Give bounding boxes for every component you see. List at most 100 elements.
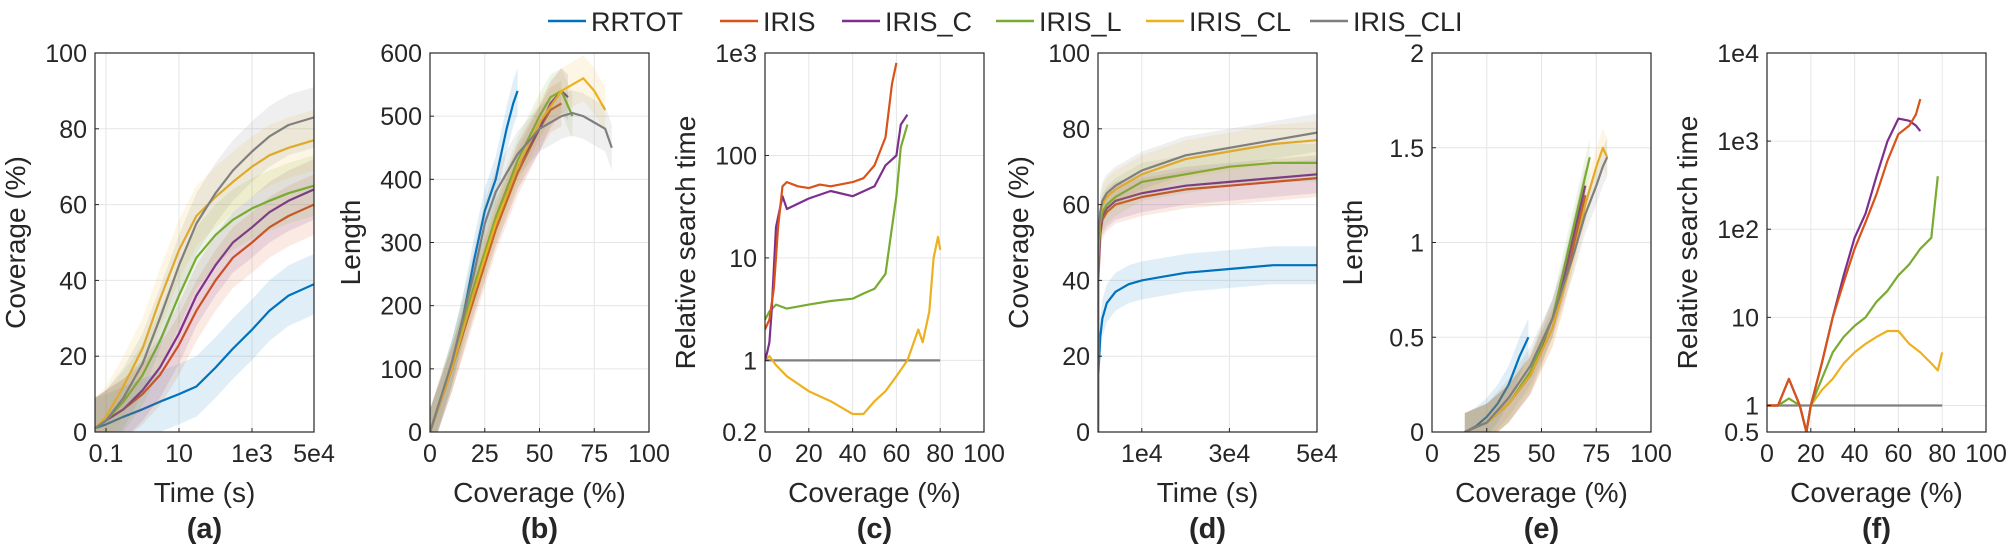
series-line-rrtot xyxy=(95,283,314,430)
x-tick-label: 50 xyxy=(1528,440,1556,468)
y-tick-label: 40 xyxy=(1062,267,1090,295)
x-tick-label: 10 xyxy=(165,440,193,468)
x-tick-label: 0 xyxy=(1425,440,1439,468)
x-axis-label-f: Coverage (%) xyxy=(1790,477,1963,508)
x-tick-label: 20 xyxy=(1797,440,1825,468)
x-tick-label: 5e4 xyxy=(1296,440,1338,468)
band-iris xyxy=(95,174,314,432)
panel-b: 0 25 50 75 100 0 100 200 300 400 500 600 Coverage (%… xyxy=(335,40,670,545)
x-tick-label: 50 xyxy=(526,440,554,468)
x-axis-label-a: Time (s) xyxy=(154,477,256,508)
x-axis-label-c: Coverage (%) xyxy=(788,477,961,508)
series-line-rrtot xyxy=(1098,264,1317,432)
y-tick-label: 0 xyxy=(1076,419,1090,447)
series-line-iris-cl xyxy=(1464,146,1609,432)
y-axis-label-e: Length xyxy=(1337,200,1368,286)
y-tick-label: 0.5 xyxy=(1389,324,1424,352)
legend-label-iris: IRIS xyxy=(763,7,816,37)
y-tick-label: 500 xyxy=(380,103,422,131)
axes-box-c xyxy=(764,52,985,433)
x-tick-label: 60 xyxy=(1884,440,1912,468)
y-tick-label: 600 xyxy=(380,40,422,68)
y-tick-label: 1e4 xyxy=(1717,40,1759,68)
series-line-iris-cli xyxy=(1464,156,1609,432)
y-axis-label-b: Length xyxy=(335,200,366,286)
axes-box-f xyxy=(1766,52,1987,433)
legend-item-iris-c: IRIS_C xyxy=(842,7,972,37)
y-axis-label-c: Relative search time xyxy=(670,116,701,370)
series-line-iris-cl xyxy=(430,77,607,432)
y-tick-label: 0 xyxy=(73,419,87,447)
series-group-f xyxy=(1767,98,1944,432)
series-line-iris xyxy=(765,62,898,330)
y-tick-label: 100 xyxy=(380,356,422,384)
y-tick-label: 400 xyxy=(380,166,422,194)
legend-label-iris-l: IRIS_L xyxy=(1039,7,1122,37)
ticks-c: 0 20 40 60 80 100 0.2 1 10 100 1e3 xyxy=(715,40,1005,468)
y-tick-label: 10 xyxy=(1731,304,1759,332)
y-tick-label: 100 xyxy=(715,142,757,170)
x-tick-label: 5e4 xyxy=(293,440,335,468)
series-group-c xyxy=(765,62,942,416)
band-iris-c xyxy=(430,68,568,432)
band-iris-c xyxy=(95,159,314,432)
x-tick-label: 80 xyxy=(1928,440,1956,468)
x-tick-label: 3e4 xyxy=(1209,440,1251,468)
legend-item-iris-cli: IRIS_CLI xyxy=(1310,7,1463,37)
band-iris-cl xyxy=(1098,121,1317,432)
legend-label-iris-cli: IRIS_CLI xyxy=(1353,7,1463,37)
x-tick-label: 0.1 xyxy=(89,440,124,468)
panel-c: 0 20 40 60 80 100 0.2 1 10 100 1e3 Coverage (%) Rela… xyxy=(670,40,1005,545)
y-tick-label: 80 xyxy=(59,116,87,144)
panel-label-a: (a) xyxy=(187,513,222,545)
y-tick-label: 1 xyxy=(743,347,757,375)
x-axis-label-d: Time (s) xyxy=(1157,477,1259,508)
band-iris-cli xyxy=(1098,113,1317,432)
series-line-iris-cli xyxy=(95,116,314,430)
y-tick-label: 100 xyxy=(1048,40,1090,68)
panel-label-c: (c) xyxy=(857,513,892,545)
x-tick-label: 80 xyxy=(926,440,954,468)
x-tick-label: 75 xyxy=(1582,440,1610,468)
y-axis-label-f: Relative search time xyxy=(1672,116,1703,370)
series-line-iris xyxy=(1767,98,1922,432)
y-tick-label: 80 xyxy=(1062,116,1090,144)
axes-box-d xyxy=(1097,52,1318,433)
series-line-iris-cli xyxy=(1098,131,1317,432)
band-iris-cl xyxy=(1464,128,1608,432)
y-tick-label: 0.5 xyxy=(1724,419,1759,447)
y-tick-label: 1.5 xyxy=(1389,135,1424,163)
panel-f: 0 20 40 60 80 100 0.51 10 1e2 1e3 1e4 Coverage (%) R… xyxy=(1672,40,2007,545)
x-tick-label: 60 xyxy=(882,440,910,468)
x-tick-label: 100 xyxy=(1630,440,1672,468)
legend-item-rrtot: RRTOT xyxy=(548,7,683,37)
series-line-iris-l xyxy=(765,124,909,321)
x-tick-label: 75 xyxy=(580,440,608,468)
band-iris-l xyxy=(1464,138,1590,432)
panel-d: 1e4 3e4 5e4 0 20 40 60 80 100 Time (s) Coverage (%… xyxy=(1003,40,1338,545)
y-tick-label: 1 xyxy=(1410,230,1424,258)
band-rrtot xyxy=(430,68,518,432)
y-tick-label: 10 xyxy=(729,245,757,273)
panel-label-b: (b) xyxy=(521,513,558,545)
y-tick-label: 2 xyxy=(1410,40,1424,68)
y-axis-label-a: Coverage (%) xyxy=(0,156,31,329)
ticks-e: 0 25 50 75 100 0 0.5 1 1.5 2 xyxy=(1389,40,1672,468)
series-line-iris-c xyxy=(95,188,314,430)
y-tick-label: 0 xyxy=(1410,419,1424,447)
series-group-e xyxy=(1464,128,1609,432)
y-tick-label: 1e3 xyxy=(715,40,757,68)
panel-label-e: (e) xyxy=(1524,513,1559,545)
legend-item-iris: IRIS xyxy=(720,7,816,37)
x-tick-label: 1e3 xyxy=(231,440,273,468)
series-line-iris-l xyxy=(95,184,314,430)
plot-area-c xyxy=(765,53,984,432)
y-axis-label-d: Coverage (%) xyxy=(1003,156,1034,329)
x-tick-label: 1e4 xyxy=(1121,440,1163,468)
y-tick-label: 200 xyxy=(380,293,422,321)
y-tick-label: 60 xyxy=(1062,192,1090,220)
y-tick-label: 1e2 xyxy=(1717,216,1759,244)
plot-area-f xyxy=(1767,53,1986,432)
